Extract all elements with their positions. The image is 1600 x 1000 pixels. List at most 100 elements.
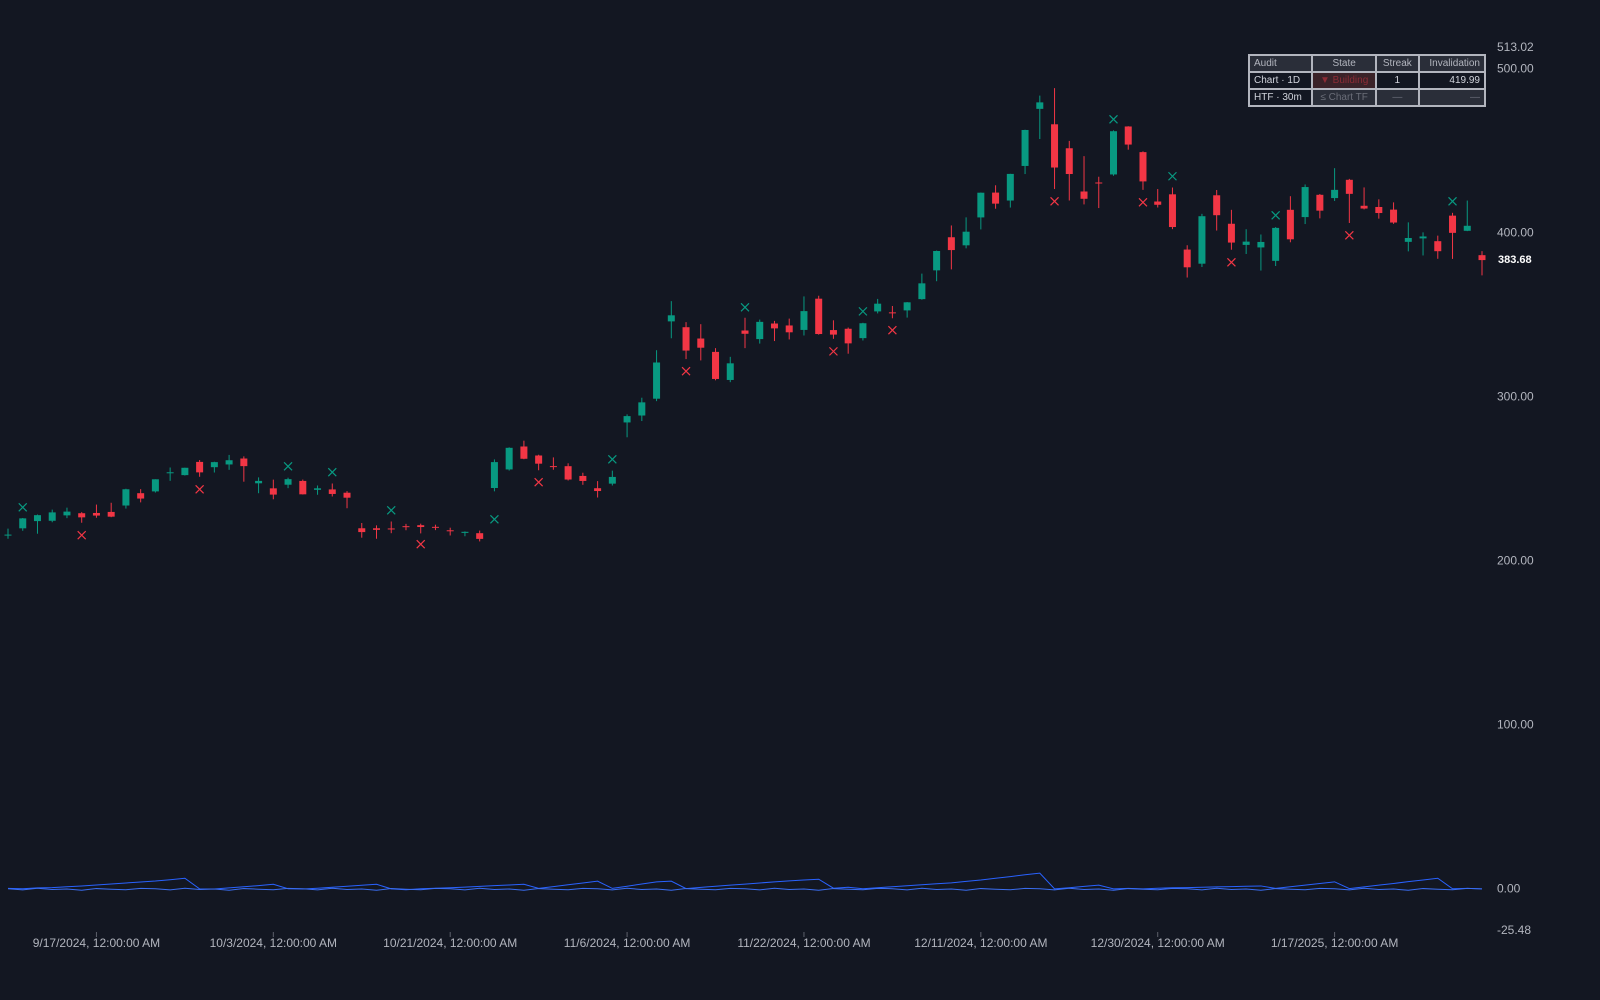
candle-body — [402, 526, 410, 528]
candle-body — [1124, 126, 1132, 145]
candle-body — [1331, 189, 1339, 199]
signal-marker — [489, 514, 499, 524]
candle-body — [815, 298, 823, 335]
candle-body — [225, 460, 233, 465]
candle-body — [933, 250, 941, 271]
table-row: HTF · 30m ≤ Chart TF — — — [1247, 88, 1487, 107]
signal-marker — [1168, 171, 1177, 181]
x-tick-label: 11/6/2024, 12:00:00 AM — [564, 936, 691, 950]
candle-body — [476, 533, 484, 539]
candle-body — [446, 530, 454, 532]
y-tick-label: 0.00 — [1497, 881, 1521, 895]
candle-body — [992, 192, 1000, 204]
candle-body — [92, 512, 100, 516]
candle-body — [594, 488, 602, 492]
candle-body — [888, 312, 896, 314]
candle-body — [667, 315, 675, 322]
cell: 1 — [1375, 71, 1420, 90]
candle-body — [712, 351, 720, 379]
candle-body — [520, 446, 528, 459]
candle-body — [682, 327, 690, 351]
candle-body — [1198, 216, 1206, 264]
candle-body — [1139, 152, 1147, 182]
signal-marker — [195, 484, 205, 494]
candle-body — [1419, 236, 1427, 239]
candle-body — [19, 518, 27, 529]
signal-marker — [386, 505, 396, 515]
candle-body — [78, 513, 86, 518]
cell: — — [1417, 88, 1487, 107]
candle-body — [240, 458, 248, 467]
x-tick-label: 9/17/2024, 12:00:00 AM — [33, 936, 160, 950]
candle-body — [859, 323, 867, 339]
candle-body — [1006, 173, 1014, 201]
candle-body — [977, 192, 985, 218]
oscillator-line — [7, 887, 1483, 891]
candle-body — [151, 479, 159, 492]
candle-body — [4, 534, 12, 536]
candle-body — [638, 402, 646, 416]
audit-table: Audit State Streak Invalidation Chart · … — [1247, 54, 1487, 107]
candle-body — [1213, 195, 1221, 216]
y-tick-label: -25.48 — [1497, 923, 1531, 937]
candle-body — [1360, 205, 1368, 209]
signal-marker — [1271, 210, 1281, 220]
cell: Chart · 1D — [1247, 71, 1314, 90]
candle-body — [328, 489, 336, 494]
candle-body — [1404, 237, 1412, 242]
cell: HTF · 30m — [1247, 88, 1314, 107]
candle-body — [181, 467, 189, 476]
candle-body — [107, 511, 115, 517]
candle-body — [166, 472, 174, 474]
candle-body — [564, 466, 572, 480]
candle-body — [1168, 194, 1176, 228]
candle-body — [1463, 225, 1471, 231]
candle-body — [343, 492, 351, 498]
signal-marker — [77, 530, 87, 540]
x-tick-label: 12/11/2024, 12:00:00 AM — [914, 936, 1047, 950]
candle-body — [608, 476, 616, 484]
candle-body — [535, 455, 543, 464]
candle-body — [1390, 209, 1398, 223]
candle-body — [196, 461, 204, 473]
signal-marker — [681, 366, 691, 376]
candle-body — [431, 526, 439, 528]
x-tick-label: 12/30/2024, 12:00:00 AM — [1091, 936, 1225, 950]
signal-marker — [18, 502, 28, 512]
signal-marker — [1448, 196, 1457, 206]
candle-body — [387, 528, 395, 530]
candle-body — [1286, 209, 1294, 240]
y-tick-label: 500.00 — [1497, 62, 1534, 76]
candle-body — [623, 416, 631, 423]
candle-body — [947, 237, 955, 251]
cell: 419.99 — [1417, 71, 1487, 90]
table-header: Audit State Streak Invalidation — [1247, 54, 1487, 73]
last-price-label: 383.68 — [1498, 254, 1532, 266]
oscillator-line — [7, 872, 1483, 891]
candle-body — [1301, 187, 1309, 218]
signal-marker — [327, 467, 337, 477]
candle-body — [726, 363, 734, 380]
candle-body — [770, 323, 778, 329]
candle-body — [1110, 131, 1117, 175]
cell: — — [1375, 88, 1420, 107]
candle-body — [785, 325, 793, 333]
candle-body — [1095, 182, 1103, 184]
signal-marker — [416, 539, 426, 549]
x-tick-label: 10/21/2024, 12:00:00 AM — [383, 936, 517, 950]
y-tick-label: 513.02 — [1497, 40, 1534, 54]
candle-body — [1345, 179, 1353, 194]
candle-body — [874, 303, 882, 312]
x-tick-label: 10/3/2024, 12:00:00 AM — [210, 936, 337, 950]
candle-body — [549, 466, 557, 468]
candle-body — [1183, 249, 1191, 268]
candle-body — [255, 480, 263, 484]
x-tick-label: 11/22/2024, 12:00:00 AM — [737, 936, 870, 950]
candle-body — [800, 311, 808, 330]
candle-body — [1272, 227, 1280, 261]
signal-marker — [740, 302, 750, 312]
candle-body — [122, 489, 130, 506]
candle-body — [490, 462, 498, 489]
